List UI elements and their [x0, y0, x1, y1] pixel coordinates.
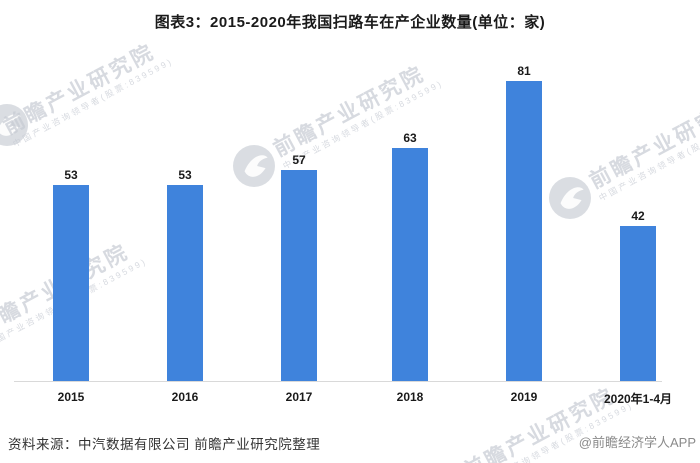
x-axis-label: 2019 — [510, 390, 538, 404]
bar-2016 — [167, 185, 203, 381]
x-axis-label: 2018 — [396, 390, 424, 404]
bar-2019 — [506, 81, 542, 381]
bar-group: 81 — [467, 65, 581, 381]
x-axis-label: 2015 — [57, 390, 85, 404]
bar-value-label: 53 — [178, 168, 192, 182]
bar-group: 57 — [242, 154, 356, 381]
chart-title: 图表3：2015-2020年我国扫路车在产企业数量(单位：家) — [154, 14, 546, 31]
bar-group: 53 — [14, 169, 128, 381]
x-axis-label: 2016 — [171, 390, 199, 404]
credit-text: @前瞻经济学人APP — [578, 435, 696, 450]
bar-2020年1-4月 — [620, 226, 656, 381]
bar-2017 — [281, 170, 317, 381]
bar-2015 — [53, 185, 89, 381]
bar-value-label: 63 — [403, 131, 417, 145]
x-axis-label: 2020年1-4月 — [603, 392, 673, 406]
bar-value-label: 57 — [292, 153, 306, 167]
x-axis-label: 2017 — [285, 390, 313, 404]
bar-value-label: 81 — [517, 64, 531, 78]
bar-value-label: 42 — [631, 209, 645, 223]
bar-2018 — [392, 148, 428, 381]
bar-group: 63 — [353, 132, 467, 381]
source-text: 资料来源：中汽数据有限公司 前瞻产业研究院整理 — [8, 437, 321, 452]
bar-value-label: 53 — [64, 168, 78, 182]
x-axis-line — [14, 381, 662, 382]
bar-group: 42 — [581, 210, 695, 381]
bar-group: 53 — [128, 169, 242, 381]
